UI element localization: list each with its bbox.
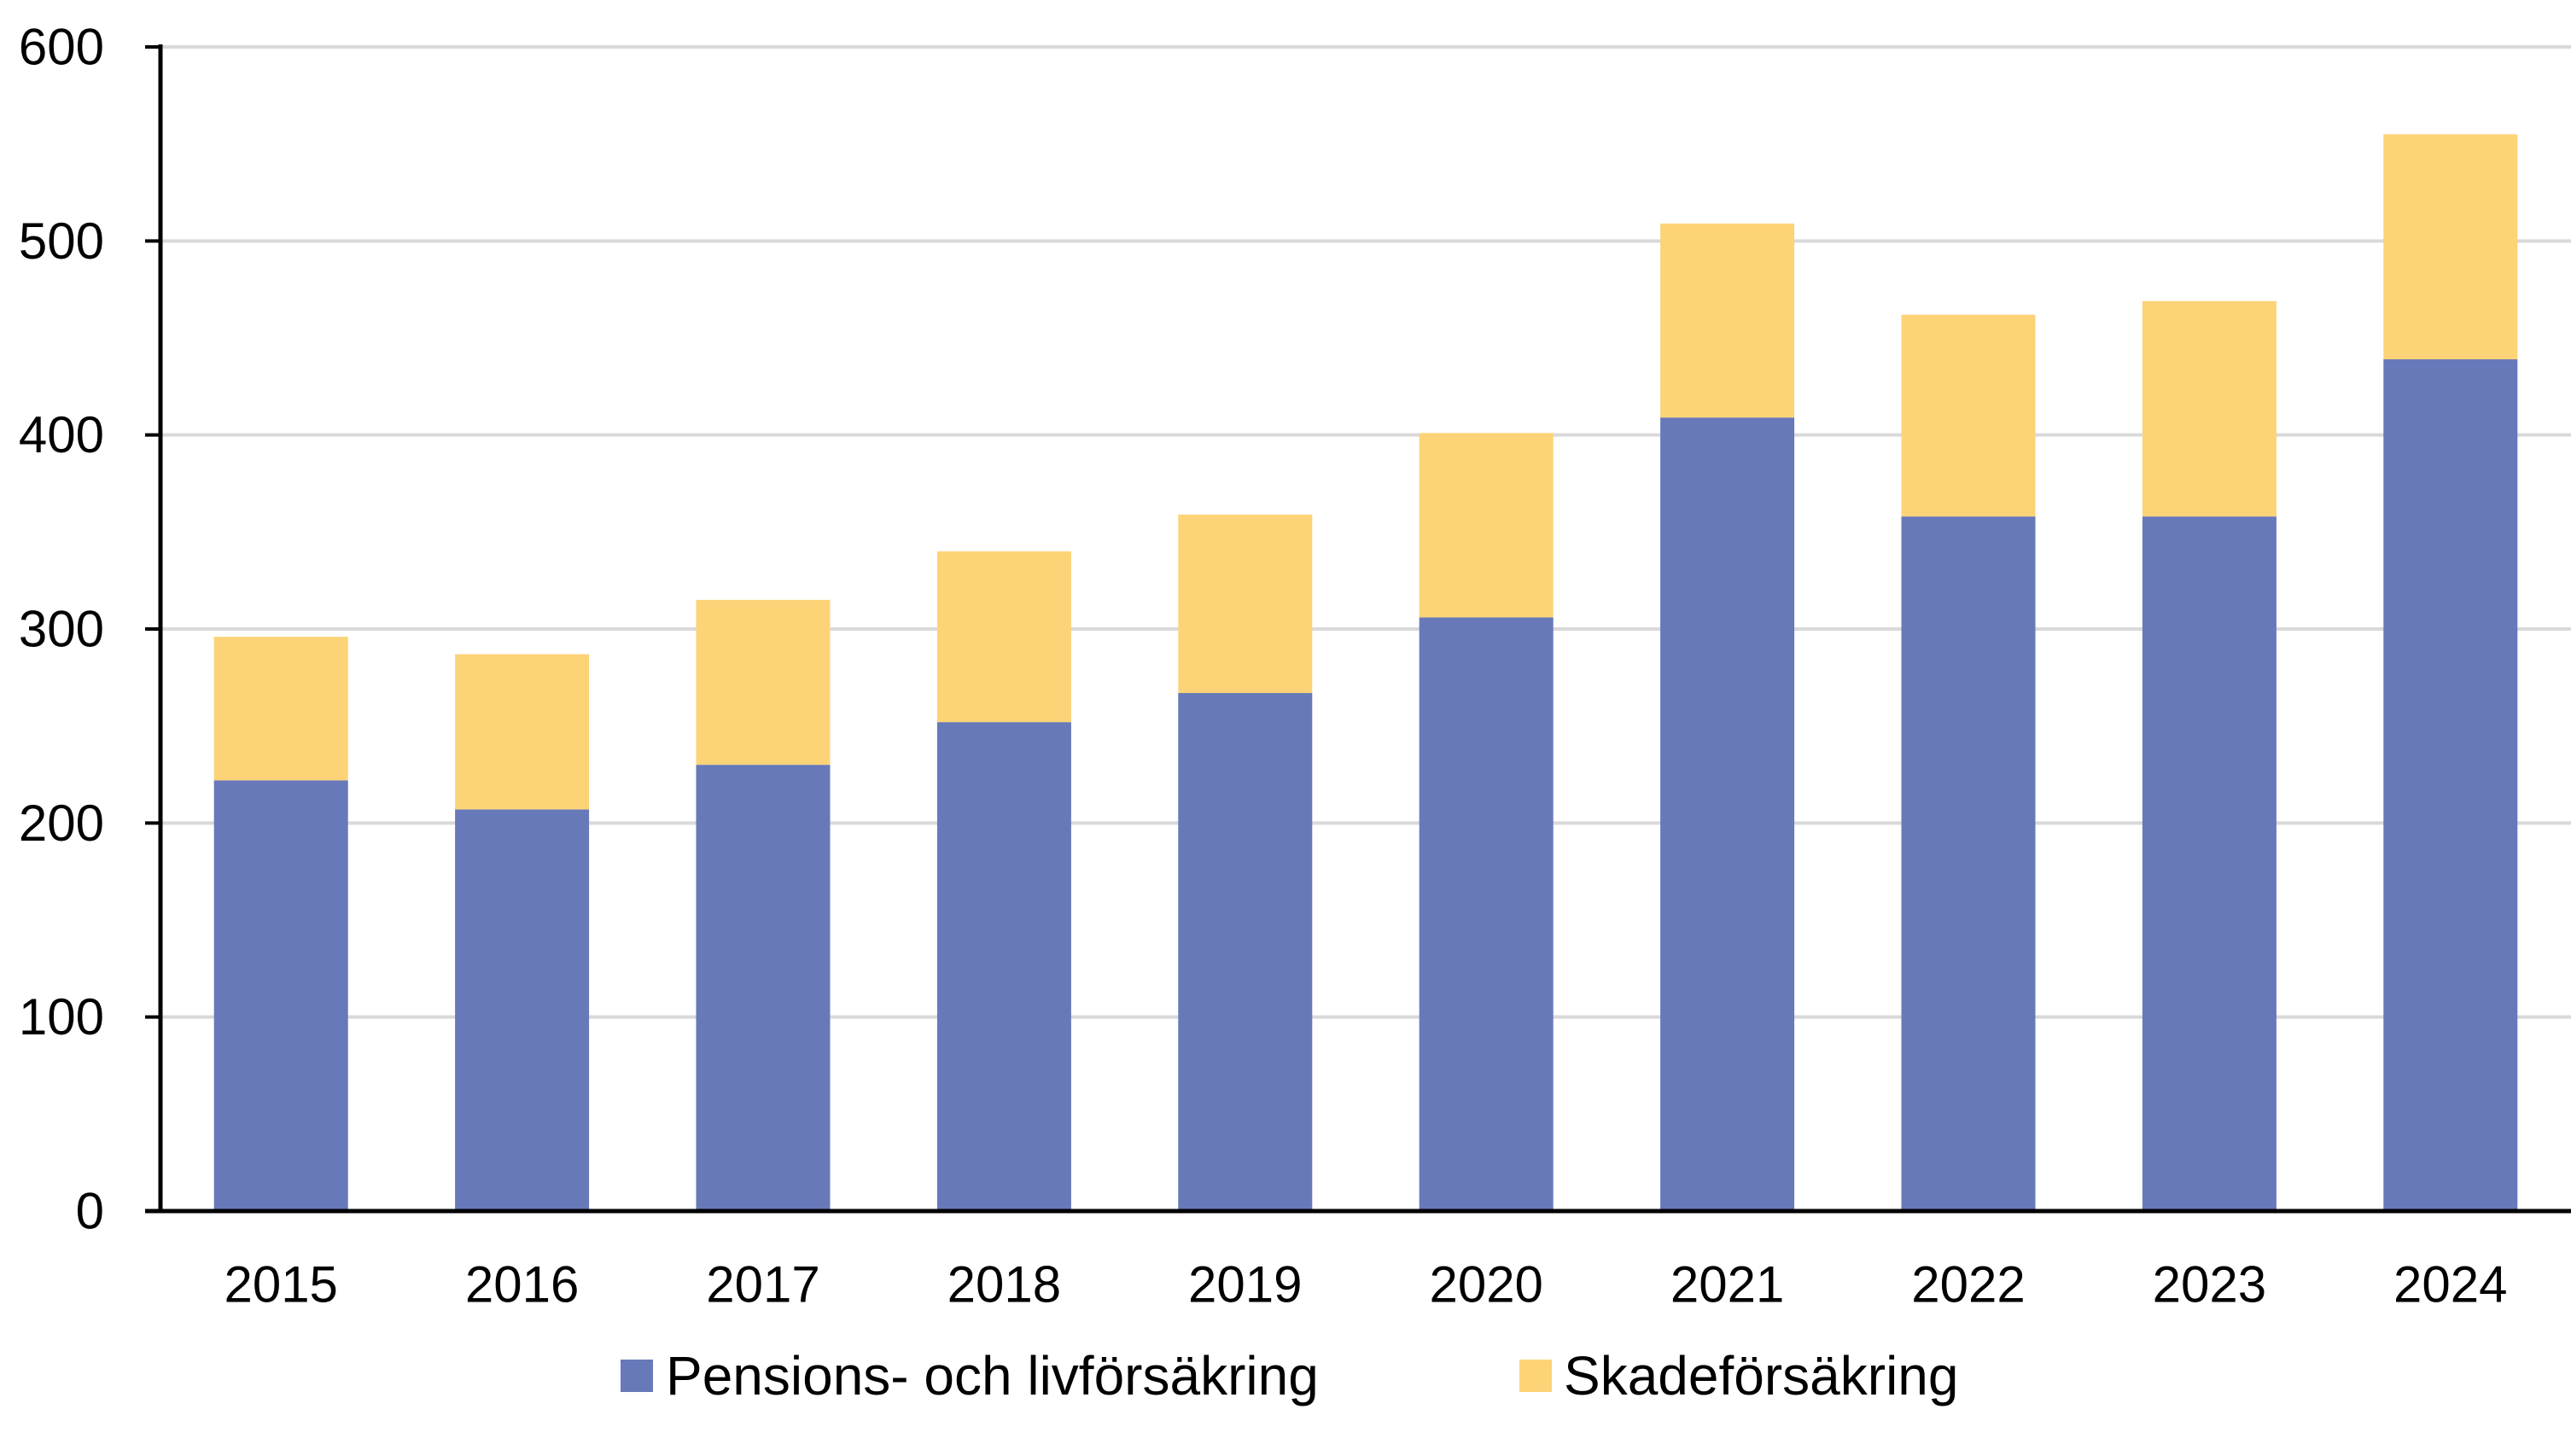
y-tick-label-0: 0 (76, 1183, 104, 1240)
bars (213, 134, 2518, 1211)
legend: Pensions- och livförsäkring Skadeförsäkr… (621, 1345, 1958, 1406)
bar-2016-series-1 (455, 654, 590, 810)
bar-2022-series-0 (1901, 516, 2036, 1211)
y-tick-label-600: 600 (19, 19, 104, 76)
bar-2024-series-1 (2383, 134, 2518, 360)
x-tick-label-2020: 2020 (1429, 1256, 1542, 1313)
bar-2020-series-0 (1419, 617, 1554, 1211)
y-tick-label-400: 400 (19, 406, 104, 463)
bar-2018-series-0 (936, 722, 1071, 1211)
bar-2017-series-1 (696, 599, 831, 766)
x-tick-label-2017: 2017 (706, 1256, 819, 1313)
x-tick-label-2018: 2018 (947, 1256, 1061, 1313)
bar-2015-series-1 (213, 637, 348, 781)
x-tick-labels: 2015 2016 2017 2018 2019 2020 2021 2022 2023 2024 (224, 1256, 2507, 1313)
bar-2019-series-1 (1178, 514, 1313, 694)
bar-2017-series-0 (696, 765, 831, 1211)
axes (145, 44, 2571, 1214)
bar-2021-series-0 (1660, 417, 1795, 1211)
bar-2020-series-1 (1419, 433, 1554, 618)
x-tick-label-2023: 2023 (2153, 1256, 2266, 1313)
y-tick-label-100: 100 (19, 988, 104, 1045)
y-tick-label-200: 200 (19, 795, 104, 852)
bar-2021-series-1 (1660, 223, 1795, 418)
x-tick-label-2019: 2019 (1188, 1256, 1302, 1313)
bar-2018-series-1 (936, 551, 1071, 723)
bar-2019-series-0 (1178, 693, 1313, 1211)
bar-2024-series-0 (2383, 359, 2518, 1211)
legend-label-skade: Skadeförsäkring (1564, 1345, 1958, 1406)
y-tick-label-300: 300 (19, 601, 104, 658)
legend-label-pensions: Pensions- och livförsäkring (666, 1345, 1319, 1406)
bar-2023-series-0 (2142, 516, 2277, 1211)
x-tick-label-2016: 2016 (465, 1256, 579, 1313)
legend-swatch-pensions (621, 1360, 653, 1392)
bar-2022-series-1 (1901, 314, 2036, 517)
bar-2016-series-0 (455, 809, 590, 1211)
legend-swatch-skade (1519, 1360, 1552, 1392)
bar-2015-series-0 (213, 780, 348, 1211)
x-tick-label-2015: 2015 (224, 1256, 337, 1313)
bar-2023-series-1 (2142, 300, 2277, 517)
y-tick-label-500: 500 (19, 213, 104, 270)
x-tick-label-2024: 2024 (2393, 1256, 2507, 1313)
x-tick-label-2021: 2021 (1670, 1256, 1784, 1313)
y-tick-labels: 0 100 200 300 400 500 600 (19, 19, 104, 1240)
x-tick-label-2022: 2022 (1911, 1256, 2025, 1313)
